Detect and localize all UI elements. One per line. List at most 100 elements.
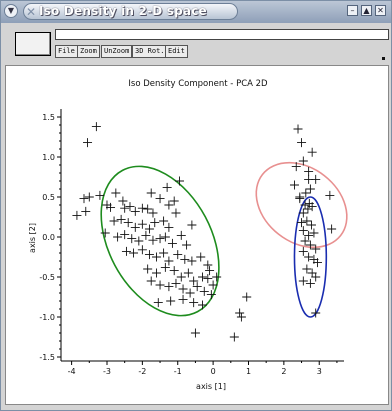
data-point [180, 254, 190, 264]
data-point [300, 236, 310, 246]
minimize-icon[interactable]: – [347, 5, 358, 16]
data-point [134, 236, 144, 246]
edit-button[interactable]: Edit [165, 45, 188, 58]
data-point [311, 174, 321, 184]
data-point [304, 166, 314, 176]
data-point [196, 252, 206, 262]
data-point [84, 192, 94, 202]
data-point [307, 147, 317, 157]
y-tick-label: -1.5 [39, 353, 55, 362]
command-field[interactable] [55, 29, 389, 40]
plot-frame: Iso Density Component - PCA 2D axis [1] … [5, 65, 389, 405]
y-tick-label: -0.5 [39, 273, 55, 282]
data-point [120, 230, 130, 240]
data-point [302, 264, 312, 274]
resize-handle-icon[interactable] [382, 57, 385, 60]
window-menu-icon[interactable]: ▼ [4, 4, 18, 18]
data-point [130, 206, 140, 216]
data-point [137, 219, 147, 229]
data-point [293, 124, 303, 134]
data-point [146, 188, 156, 198]
x-tick-label: -1 [174, 367, 182, 376]
data-point [327, 224, 337, 234]
maximize-icon[interactable]: ▲ [361, 5, 372, 16]
data-point [291, 162, 301, 172]
title-bar[interactable]: ▼ ✕ Iso Density in 2-D space – ▲ ✕ [1, 1, 391, 23]
data-point [162, 182, 172, 192]
y-tick-label: 1.0 [42, 153, 55, 162]
data-point [176, 272, 186, 282]
y-tick-label: -1.0 [39, 313, 55, 322]
data-point [198, 272, 207, 282]
data-point [81, 206, 91, 216]
x-axis-label: axis [1] [196, 382, 226, 391]
x-tick-label: 1 [246, 367, 251, 376]
data-point [198, 300, 207, 310]
data-point [143, 204, 153, 214]
close-icon[interactable]: ✕ [26, 5, 37, 19]
x-tick-label: -2 [138, 367, 146, 376]
data-point [152, 268, 162, 278]
data-point [83, 138, 93, 148]
x-tick-label: 3 [317, 367, 322, 376]
data-point [152, 252, 162, 262]
data-point [106, 202, 116, 212]
data-point [311, 308, 321, 318]
data-point [305, 184, 315, 194]
data-point [91, 122, 101, 132]
y-tick-label: 0.0 [42, 233, 55, 242]
data-point [144, 224, 154, 234]
data-point [129, 248, 139, 258]
data-point [203, 274, 213, 284]
blank-button[interactable] [15, 32, 51, 56]
unzoom-button[interactable]: UnZoom [101, 45, 133, 58]
data-point [155, 194, 165, 204]
data-point [229, 332, 239, 342]
data-point [192, 282, 202, 292]
data-point [111, 188, 121, 198]
data-point [236, 312, 246, 322]
data-point [159, 248, 169, 258]
data-point [298, 276, 308, 286]
zoom-button[interactable]: Zoom [77, 45, 100, 58]
y-axis-label: axis [2] [28, 223, 37, 253]
data-point [164, 282, 174, 292]
data-point [137, 203, 147, 213]
data-point [167, 238, 177, 248]
data-point [307, 268, 317, 278]
close-window-icon[interactable]: ✕ [375, 5, 386, 16]
x-tick-label: -3 [103, 367, 111, 376]
data-point [125, 202, 135, 212]
data-point [185, 288, 195, 298]
data-point [160, 232, 170, 242]
data-point [212, 272, 222, 282]
data-point [164, 256, 174, 266]
file-button[interactable]: File [55, 45, 78, 58]
data-point [302, 216, 312, 226]
data-point [127, 234, 137, 244]
data-point [208, 280, 218, 290]
data-point [169, 196, 179, 206]
data-point [199, 286, 209, 296]
data-point [298, 208, 308, 218]
density-ellipse [100, 165, 220, 317]
data-point [205, 266, 215, 276]
data-point [311, 272, 321, 282]
data-point [307, 202, 317, 212]
data-point [116, 214, 126, 224]
data-point [109, 216, 119, 226]
data-point [102, 200, 112, 210]
title-pill: ✕ [23, 3, 238, 20]
data-point [203, 260, 213, 270]
data-point [113, 232, 123, 242]
data-point [187, 256, 197, 266]
3d-rot-button[interactable]: 3D Rot. [132, 45, 168, 58]
data-point [297, 218, 307, 228]
data-point [297, 138, 307, 148]
data-point [289, 180, 299, 190]
data-point [153, 298, 163, 308]
data-point [303, 204, 313, 214]
data-point [171, 278, 181, 288]
toolbar: File Zoom UnZoom 3D Rot. Edit [5, 25, 389, 63]
data-point [72, 210, 82, 220]
